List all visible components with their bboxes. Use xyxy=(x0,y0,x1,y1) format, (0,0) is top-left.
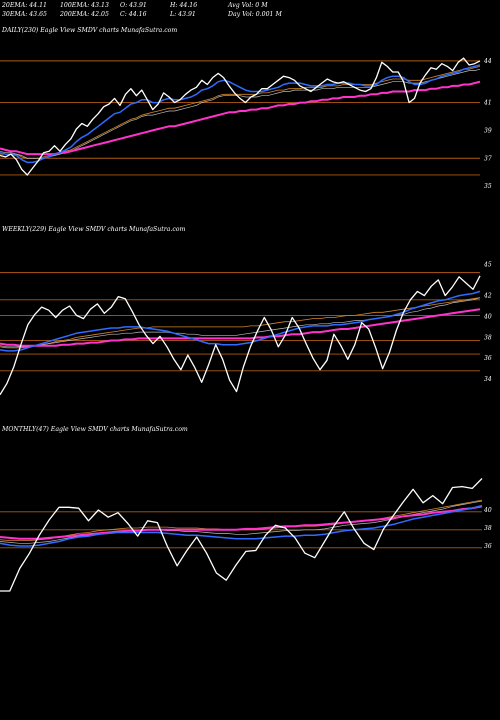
y-tick-label-0: 40 xyxy=(483,507,492,514)
series-line-ema_fast xyxy=(0,290,481,352)
y-tick-label-0: 45 xyxy=(483,261,492,268)
y-tick-label-2: 40 xyxy=(483,313,492,320)
stat-ema100: 100EMA: 43.13 xyxy=(60,2,109,9)
stat-ema200: 200EMA: 42.05 xyxy=(60,11,109,18)
y-tick-label-4: 35 xyxy=(484,183,492,190)
stat-low: L: 43.91 xyxy=(170,11,196,18)
series-line-ema_slow xyxy=(0,80,481,156)
monthly-panel-title: MONTHLY(47) Eagle View SMDV charts Munaf… xyxy=(2,426,188,433)
daily-panel-title: DAILY(230) Eagle View SMDV charts Munafa… xyxy=(2,27,178,34)
series-line-ema_fast xyxy=(0,504,483,547)
series-line-ema_mid xyxy=(0,66,481,159)
series-line-price xyxy=(0,57,481,176)
y-tick-label-4: 36 xyxy=(484,355,492,362)
series-line-ema_alt xyxy=(0,68,481,159)
y-tick-label-3: 37 xyxy=(484,155,492,162)
stat-ema20: 20EMA: 44.11 xyxy=(2,2,47,9)
stat-high: H: 44.16 xyxy=(170,2,198,9)
series-line-ema_fast xyxy=(0,64,481,164)
weekly-panel-title: WEEKLY(229) Eagle View SMDV charts Munaf… xyxy=(2,226,186,233)
y-tick-label-1: 42 xyxy=(483,293,492,300)
stat-ema30: 30EMA: 43.65 xyxy=(2,11,47,18)
y-tick-label-2: 36 xyxy=(484,543,492,550)
y-tick-label-5: 34 xyxy=(484,376,492,383)
stat-open: O: 43.91 xyxy=(120,2,147,9)
y-tick-label-0: 44 xyxy=(483,58,492,65)
y-tick-label-2: 39 xyxy=(484,127,492,134)
series-line-price xyxy=(0,478,483,592)
series-line-ema_slow xyxy=(0,505,483,540)
y-tick-label-1: 38 xyxy=(484,525,492,532)
series-line-ema_alt xyxy=(0,297,481,348)
y-tick-label-1: 41 xyxy=(483,100,492,107)
y-tick-label-3: 38 xyxy=(484,334,492,341)
stat-close: C: 44.16 xyxy=(120,11,147,18)
stat-day-vol: Day Vol: 0.001 M xyxy=(228,11,282,18)
series-line-ema_mid xyxy=(0,297,481,349)
series-line-price xyxy=(0,275,481,396)
stats-header: 20EMA: 44.11 100EMA: 43.13 O: 43.91 H: 4… xyxy=(0,0,500,22)
stat-avg-vol: Avg Vol: 0 M xyxy=(228,2,268,9)
